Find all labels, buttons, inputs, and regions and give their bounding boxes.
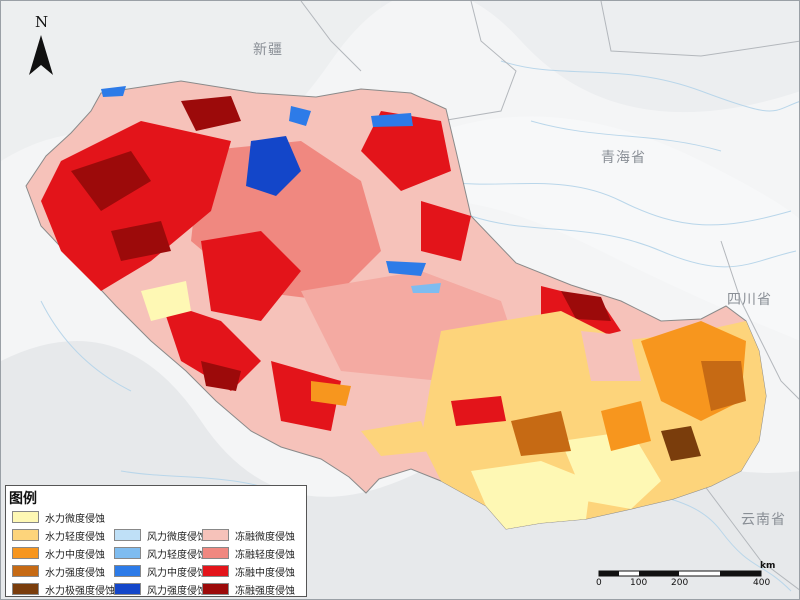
legend-swatch: [202, 565, 229, 577]
legend-item: 风力中度侵蚀: [114, 564, 207, 579]
legend-swatch: [202, 583, 229, 595]
place-label-sichuan: 四川省: [727, 292, 772, 308]
legend-item: 冻融轻度侵蚀: [202, 546, 295, 561]
legend-item: 水力微度侵蚀: [12, 510, 105, 525]
scale-tick-label: 100: [630, 578, 648, 588]
legend-item: 冻融强度侵蚀: [202, 582, 295, 597]
legend-swatch: [114, 565, 141, 577]
scale-bar-graphic: [598, 570, 762, 577]
legend-swatch: [12, 511, 39, 523]
legend-swatch: [12, 583, 39, 595]
legend-label: 风力轻度侵蚀: [147, 549, 207, 561]
legend-label: 风力强度侵蚀: [147, 585, 207, 597]
legend-item: 冻融中度侵蚀: [202, 564, 295, 579]
legend-label: 冻融轻度侵蚀: [235, 549, 295, 561]
legend-item: 风力轻度侵蚀: [114, 546, 207, 561]
legend-label: 水力极强度侵蚀: [45, 585, 115, 597]
legend-swatch: [12, 565, 39, 577]
scale-bar: 0 100 200 400 km: [596, 561, 787, 595]
legend-label: 冻融微度侵蚀: [235, 531, 295, 543]
north-label: N: [35, 13, 49, 31]
legend-label: 冻融中度侵蚀: [235, 567, 295, 579]
legend-swatch: [12, 547, 39, 559]
legend-label: 风力中度侵蚀: [147, 567, 207, 579]
legend-swatch: [114, 547, 141, 559]
legend-swatch: [12, 529, 39, 541]
legend-item: 风力强度侵蚀: [114, 582, 207, 597]
north-arrow: N: [23, 13, 63, 83]
legend-item: 水力强度侵蚀: [12, 564, 105, 579]
legend-swatch: [202, 547, 229, 559]
legend-item: 水力轻度侵蚀: [12, 528, 105, 543]
map-legend: 图例 水力微度侵蚀 水力轻度侵蚀 水力中度侵蚀 水力强度侵蚀 水力极强度侵蚀 风…: [5, 485, 307, 597]
legend-item: 水力中度侵蚀: [12, 546, 105, 561]
scale-tick-label: 0: [596, 578, 602, 588]
scale-tick-label: 400: [753, 578, 771, 588]
place-label-qinghai: 青海省: [601, 150, 646, 166]
legend-item: 风力微度侵蚀: [114, 528, 207, 543]
scale-tick-label: 200: [671, 578, 689, 588]
legend-title: 图例: [9, 491, 37, 507]
legend-swatch: [114, 583, 141, 595]
legend-swatch: [114, 529, 141, 541]
legend-label: 水力微度侵蚀: [45, 513, 105, 525]
scale-unit-label: km: [760, 561, 776, 571]
legend-label: 水力轻度侵蚀: [45, 531, 105, 543]
place-label-xinjiang: 新疆: [253, 42, 283, 58]
province-boundaries: [300, 1, 799, 591]
legend-label: 冻融强度侵蚀: [235, 585, 295, 597]
legend-item: 冻融微度侵蚀: [202, 528, 295, 543]
legend-swatch: [202, 529, 229, 541]
legend-item: 水力极强度侵蚀: [12, 582, 115, 597]
place-label-yunnan: 云南省: [741, 512, 786, 528]
legend-label: 水力强度侵蚀: [45, 567, 105, 579]
legend-label: 风力微度侵蚀: [147, 531, 207, 543]
legend-label: 水力中度侵蚀: [45, 549, 105, 561]
north-arrow-icon: [29, 35, 53, 75]
tibet-erosion-map: [25, 80, 767, 530]
